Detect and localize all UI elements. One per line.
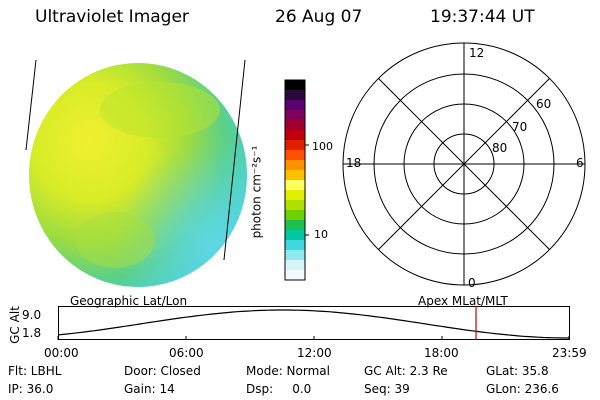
glon-readout: GLon: 236.6	[486, 382, 559, 396]
gc-alt-readout: GC Alt: 2.3 Re	[364, 364, 448, 378]
image-date: 26 Aug 07	[275, 7, 363, 27]
altitude-xtick-2359: 23:59	[552, 346, 587, 360]
altitude-ytick-9: 9.0	[22, 308, 42, 322]
lat-label-60: 60	[536, 97, 552, 111]
mlt-label-6: 6	[576, 156, 584, 170]
colorbar-band	[285, 130, 305, 141]
colorbar-tick-10: 10	[314, 228, 328, 241]
colorbar-band	[285, 120, 305, 131]
lat-label-80: 80	[492, 141, 508, 155]
colorbar-band	[285, 270, 305, 281]
altitude-panel-ylabel: GC Alt	[7, 306, 22, 344]
altitude-ytick-1.8: 1.8	[22, 326, 42, 340]
mlt-label-18: 18	[346, 156, 362, 170]
altitude-xtick-1200: 12:00	[297, 346, 332, 360]
altitude-xtick-1800: 18:00	[424, 346, 459, 360]
colorbar-band	[285, 170, 305, 181]
ip-readout: IP: 36.0	[8, 382, 54, 396]
altitude-xtick-0600: 06:00	[169, 346, 204, 360]
colorbar-band	[285, 80, 305, 91]
colorbar-band	[285, 220, 305, 231]
mode-readout: Mode: Normal	[246, 364, 330, 378]
colorbar-band	[285, 150, 305, 161]
colorbar-band	[285, 200, 305, 211]
image-time: 19:37:44 UT	[430, 7, 535, 27]
altitude-panel-right-title: Apex MLat/MLT	[418, 294, 508, 308]
colorbar-band	[285, 180, 305, 191]
gain-readout: Gain: 14	[124, 382, 175, 396]
colorbar-band	[285, 240, 305, 251]
colorbar-band	[285, 160, 305, 171]
altitude-panel-left-title: Geographic Lat/Lon	[70, 294, 188, 308]
colorbar-band	[285, 260, 305, 271]
colorbar	[284, 79, 309, 281]
limb-line-right	[223, 59, 246, 261]
colorbar-band	[285, 140, 305, 151]
instrument-title: Ultraviolet Imager	[35, 7, 189, 27]
colorbar-band	[285, 110, 305, 121]
uv-earth-image	[25, 59, 247, 287]
colorbar-tick-100: 100	[312, 140, 333, 153]
altitude-curve-panel	[57, 306, 570, 340]
colorbar-band	[285, 100, 305, 111]
colorbar-band	[285, 190, 305, 201]
dsp-readout: Dsp: 0.0	[246, 382, 312, 396]
glat-readout: GLat: 35.8	[486, 364, 549, 378]
colorbar-band	[285, 230, 305, 241]
mlt-label-0: 0	[468, 276, 476, 290]
polar-plot	[342, 42, 586, 286]
altitude-xtick-0000: 00:00	[44, 346, 79, 360]
colorbar-band	[285, 210, 305, 221]
lat-label-70: 70	[512, 120, 528, 134]
colorbar-unit-label: photon cm⁻²s⁻¹	[249, 145, 264, 239]
seq-readout: Seq: 39	[364, 382, 410, 396]
limb-line-left	[25, 59, 37, 151]
filter-readout: Flt: LBHL	[8, 364, 62, 378]
colorbar-band	[285, 250, 305, 261]
colorbar-band	[285, 90, 305, 101]
mlt-label-12: 12	[469, 46, 485, 60]
door-readout: Door: Closed	[124, 364, 201, 378]
